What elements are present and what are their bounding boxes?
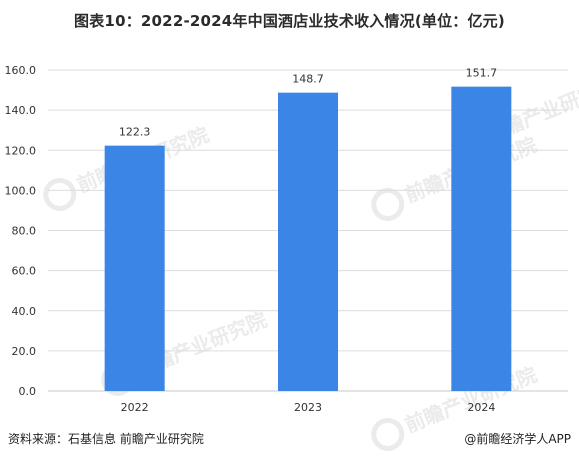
watermark-logo bbox=[371, 417, 405, 451]
bar-value-labels: 122.3 148.7 151.7 bbox=[119, 67, 497, 139]
source-note: 资料来源：石基信息 前瞻产业研究院 bbox=[8, 432, 204, 446]
bar bbox=[104, 145, 165, 391]
y-tick-label: 100.0 bbox=[5, 184, 37, 197]
y-tick-label: 20.0 bbox=[12, 345, 37, 358]
chart-title: 图表10：2022-2024年中国酒店业技术收入情况(单位：亿元) bbox=[74, 12, 505, 30]
brand-credit: @前瞻经济学人APP bbox=[464, 432, 571, 446]
y-tick-label: 60.0 bbox=[12, 265, 37, 278]
y-tick-label: 140.0 bbox=[5, 104, 37, 117]
x-tick-label: 2024 bbox=[467, 401, 495, 414]
bar-value-label: 151.7 bbox=[466, 67, 498, 80]
y-tick-label: 120.0 bbox=[5, 144, 37, 157]
y-axis-ticks: 0.0 20.0 40.0 60.0 80.0 100.0 120.0 140.0 160.0 bbox=[5, 64, 37, 398]
bar bbox=[451, 86, 512, 391]
bar-value-label: 148.7 bbox=[292, 73, 324, 86]
bar bbox=[278, 92, 338, 391]
watermark-logo bbox=[371, 187, 405, 221]
x-tick-label: 2022 bbox=[121, 401, 149, 414]
y-tick-label: 160.0 bbox=[5, 64, 37, 77]
y-tick-label: 80.0 bbox=[12, 225, 37, 238]
bars bbox=[104, 86, 512, 391]
x-axis-ticks: 2022 2023 2024 bbox=[121, 401, 496, 414]
y-tick-label: 40.0 bbox=[12, 305, 37, 318]
watermark-logo bbox=[43, 177, 77, 211]
y-tick-label: 0.0 bbox=[19, 385, 37, 398]
bar-value-label: 122.3 bbox=[119, 126, 151, 139]
x-tick-label: 2023 bbox=[294, 401, 322, 414]
